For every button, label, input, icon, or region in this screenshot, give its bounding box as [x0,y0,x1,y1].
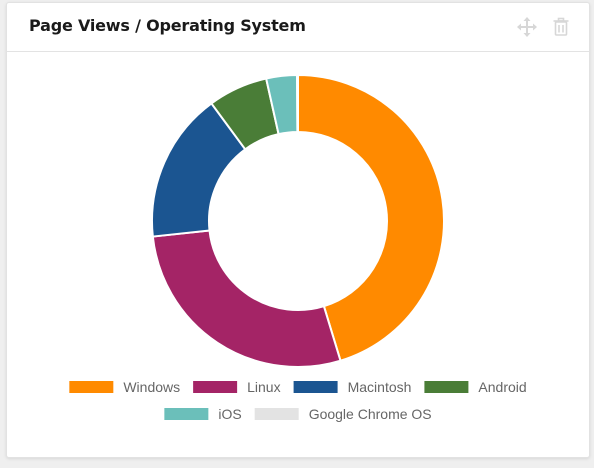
slice-google-chrome-os[interactable] [296,73,299,134]
widget-title: Page Views / Operating System [29,16,306,35]
legend-label: Windows [123,379,180,395]
slice-windows[interactable] [297,73,445,362]
legend-label: Google Chrome OS [309,406,432,422]
legend-label: iOS [218,406,241,422]
legend-label: Linux [247,379,280,395]
slice-linux[interactable] [151,229,342,368]
widget-header: Page Views / Operating System [7,3,589,52]
legend-item-google-chrome-os[interactable]: Google Chrome OS [254,406,432,422]
legend-swatch [424,381,469,393]
legend-swatch [164,408,209,420]
legend-item-android[interactable]: Android [424,379,527,395]
legend-item-ios[interactable]: iOS [164,406,242,422]
legend-swatch [293,381,338,393]
legend-swatch [193,381,238,393]
legend-item-linux[interactable]: Linux [193,379,281,395]
trash-icon[interactable] [551,17,571,37]
legend-label: Android [478,379,526,395]
legend-item-macintosh[interactable]: Macintosh [293,379,412,395]
legend-swatch [69,381,114,393]
move-icon[interactable] [517,17,537,37]
legend-label: Macintosh [348,379,412,395]
legend-swatch [254,408,299,420]
legend-item-windows[interactable]: Windows [69,379,180,395]
